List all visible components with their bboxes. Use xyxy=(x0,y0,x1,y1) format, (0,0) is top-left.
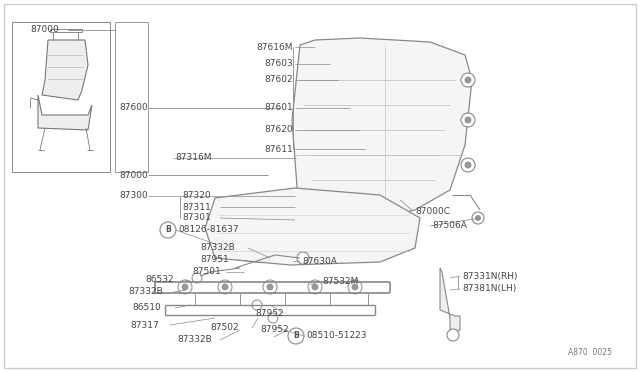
Text: 87602: 87602 xyxy=(264,76,293,84)
Text: 87532M: 87532M xyxy=(322,276,358,285)
Text: B: B xyxy=(165,225,171,234)
Circle shape xyxy=(461,113,475,127)
Text: 87320: 87320 xyxy=(182,192,211,201)
Text: 87603: 87603 xyxy=(264,60,293,68)
Circle shape xyxy=(312,284,318,290)
Text: 87000: 87000 xyxy=(30,26,59,35)
Circle shape xyxy=(461,158,475,172)
Text: 08510-51223: 08510-51223 xyxy=(306,331,367,340)
Text: 87502: 87502 xyxy=(210,324,239,333)
Text: 08126-81637: 08126-81637 xyxy=(178,225,239,234)
Polygon shape xyxy=(42,40,88,100)
Circle shape xyxy=(268,313,278,323)
Text: 87601: 87601 xyxy=(264,103,293,112)
Circle shape xyxy=(263,280,277,294)
Text: 86532: 86532 xyxy=(145,276,173,285)
Text: 87951: 87951 xyxy=(200,256,228,264)
Text: 87332B: 87332B xyxy=(200,244,235,253)
Text: 87616M: 87616M xyxy=(257,42,293,51)
Circle shape xyxy=(461,73,475,87)
Circle shape xyxy=(465,77,471,83)
Polygon shape xyxy=(440,268,460,332)
Polygon shape xyxy=(292,38,472,220)
Circle shape xyxy=(267,284,273,290)
Text: 87000: 87000 xyxy=(119,170,148,180)
Circle shape xyxy=(178,280,192,294)
Circle shape xyxy=(218,280,232,294)
Circle shape xyxy=(252,300,262,310)
Text: 87301: 87301 xyxy=(182,214,211,222)
Circle shape xyxy=(222,284,228,290)
Text: 87300: 87300 xyxy=(119,192,148,201)
Circle shape xyxy=(472,212,484,224)
Circle shape xyxy=(447,329,459,341)
Circle shape xyxy=(288,328,304,344)
Circle shape xyxy=(182,284,188,290)
Text: 87611: 87611 xyxy=(264,144,293,154)
Polygon shape xyxy=(38,95,92,130)
Text: 87332B: 87332B xyxy=(128,288,163,296)
Circle shape xyxy=(352,284,358,290)
Text: 87952: 87952 xyxy=(260,326,289,334)
Text: 87317: 87317 xyxy=(130,321,159,330)
Text: 87630A: 87630A xyxy=(302,257,337,266)
Circle shape xyxy=(297,252,309,264)
Text: 87506A: 87506A xyxy=(432,221,467,231)
Text: 86510: 86510 xyxy=(132,304,161,312)
Text: 87381N(LH): 87381N(LH) xyxy=(462,285,516,294)
Polygon shape xyxy=(205,188,420,265)
Text: 87000C: 87000C xyxy=(415,206,450,215)
Circle shape xyxy=(465,117,471,123)
Text: A870  0025: A870 0025 xyxy=(568,348,612,357)
Circle shape xyxy=(476,215,481,221)
Text: 87952: 87952 xyxy=(255,308,284,317)
Circle shape xyxy=(308,280,322,294)
Text: 87331N(RH): 87331N(RH) xyxy=(462,272,518,280)
Circle shape xyxy=(160,222,176,238)
Text: 87332B: 87332B xyxy=(177,336,212,344)
Circle shape xyxy=(348,280,362,294)
Text: 87316M: 87316M xyxy=(175,154,211,163)
Text: 87600: 87600 xyxy=(119,103,148,112)
Circle shape xyxy=(192,273,202,283)
Text: 87620: 87620 xyxy=(264,125,293,135)
Text: 87311: 87311 xyxy=(182,202,211,212)
Circle shape xyxy=(465,162,471,168)
Text: B: B xyxy=(293,331,299,340)
Text: 87501: 87501 xyxy=(192,267,221,276)
